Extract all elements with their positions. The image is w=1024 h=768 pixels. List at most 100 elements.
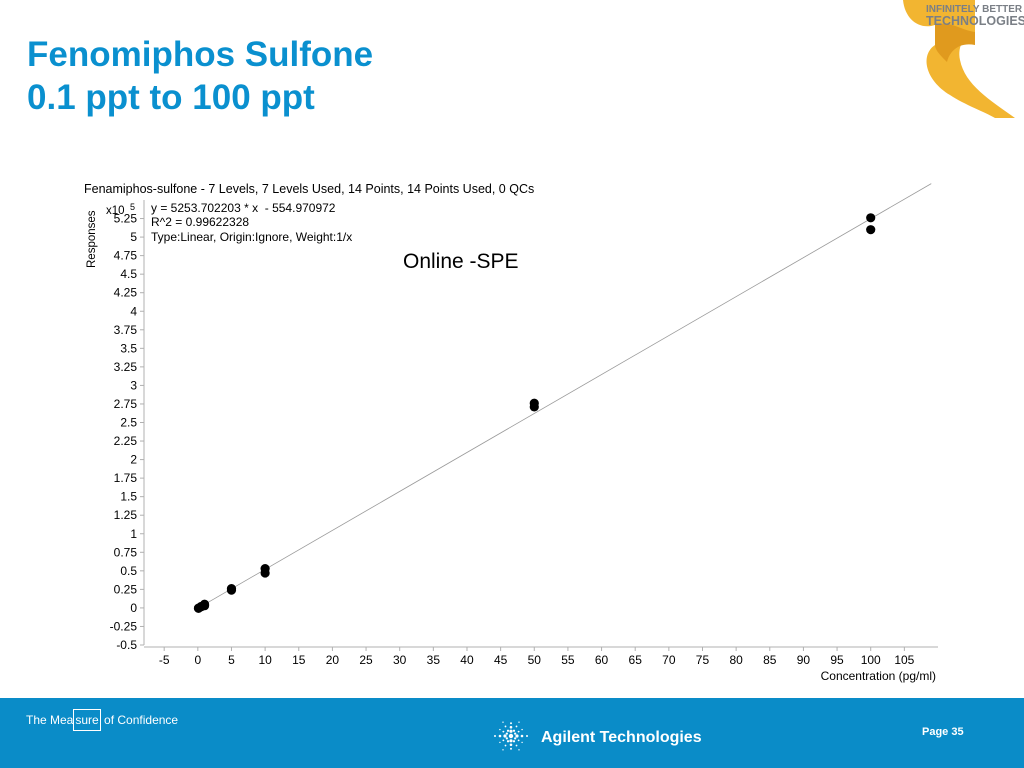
y-tick-label: 2.75 bbox=[114, 397, 138, 411]
y-tick-label: 3.75 bbox=[114, 323, 138, 337]
x-tick-label: 25 bbox=[359, 653, 373, 667]
x-tick-label: 60 bbox=[595, 653, 609, 667]
tagline-boxed-word: sure bbox=[73, 709, 101, 731]
y-tick-label: 4.5 bbox=[120, 267, 137, 281]
spark-dot bbox=[510, 747, 512, 750]
y-tick-label: 1.75 bbox=[114, 471, 138, 485]
y-tick-label: -0.25 bbox=[110, 619, 138, 633]
y-tick-label: 0.5 bbox=[120, 564, 137, 578]
x-tick-label: 70 bbox=[662, 653, 676, 667]
footer-bar: The Mea sure of Confidence Agilent Techno… bbox=[0, 698, 1024, 768]
tagline-part-2: of Confidence bbox=[100, 713, 179, 727]
spark-dot bbox=[526, 735, 528, 737]
spark-dot bbox=[517, 739, 520, 742]
x-tick-label: 90 bbox=[797, 653, 811, 667]
data-points-group bbox=[193, 213, 876, 613]
footer-tagline: The Mea sure of Confidence bbox=[26, 709, 179, 731]
y-multiplier: x10 bbox=[106, 205, 125, 217]
x-tick-label: 50 bbox=[528, 653, 542, 667]
spark-dot bbox=[509, 739, 513, 743]
spark-dot bbox=[512, 740, 516, 743]
annotation-online-spe: Online -SPE bbox=[403, 250, 519, 273]
x-tick-label: 100 bbox=[861, 653, 881, 667]
page-number: Page 35 bbox=[922, 726, 964, 738]
fit-line-group bbox=[197, 183, 932, 609]
y-tick-label: 5.25 bbox=[114, 212, 138, 226]
x-tick-label: 10 bbox=[258, 653, 272, 667]
spark-dot bbox=[515, 734, 519, 738]
brand-line-1: INFINITELY BETTER bbox=[926, 4, 1023, 15]
spark-dot bbox=[506, 729, 510, 732]
brand-line-2: TECHNOLOGIES bbox=[926, 14, 1024, 28]
spark-dot bbox=[520, 734, 524, 738]
x-tick-label: 95 bbox=[830, 653, 844, 667]
x-tick-label: 85 bbox=[763, 653, 777, 667]
company-name: Agilent Technologies bbox=[541, 729, 702, 746]
y-tick-label: 1.25 bbox=[114, 508, 138, 522]
title-line-2: 0.1 ppt to 100 ppt bbox=[27, 77, 315, 117]
chart-axes: -0.5 -0.25 0 0.25 0.5 0.75 1 1.25 1.5 1.75 2 2.25 2.… bbox=[110, 200, 938, 667]
y-tick-label: 2.25 bbox=[114, 434, 138, 448]
x-tick-label: 65 bbox=[629, 653, 643, 667]
spark-dot bbox=[499, 728, 501, 731]
x-tick-label: 15 bbox=[292, 653, 306, 667]
spark-dot bbox=[515, 725, 518, 728]
data-point bbox=[226, 584, 237, 594]
fit-equation: y = 5253.702203 * x - 554.970972 bbox=[151, 201, 336, 215]
spark-dot bbox=[514, 737, 517, 740]
x-tick-label: 75 bbox=[696, 653, 710, 667]
x-tick-label: 55 bbox=[561, 653, 575, 667]
spark-dot bbox=[498, 734, 502, 738]
tagline-part-1: The Mea bbox=[26, 713, 74, 727]
y-tick-label: 1.5 bbox=[120, 490, 137, 504]
x-tick-label: 5 bbox=[228, 653, 235, 667]
y-tick-label: 2.5 bbox=[120, 416, 137, 430]
spark-dot bbox=[510, 722, 512, 725]
y-tick-label: 3.5 bbox=[120, 341, 137, 355]
spark-dot bbox=[494, 735, 496, 737]
y-axis-label: Responses bbox=[86, 210, 98, 268]
y-tick-label: 4.75 bbox=[114, 249, 138, 263]
spark-dot bbox=[504, 744, 507, 747]
title-line-1: Fenomiphos Sulfone bbox=[27, 35, 374, 74]
fit-info: Type:Linear, Origin:Ignore, Weight:1/x bbox=[151, 230, 352, 244]
spark-dot bbox=[503, 734, 507, 738]
agilent-spark-icon bbox=[494, 721, 528, 751]
data-point bbox=[260, 564, 270, 574]
spark-dot bbox=[499, 741, 501, 744]
spark-dot bbox=[518, 749, 520, 751]
data-point bbox=[866, 225, 876, 235]
y-tick-label: 0.25 bbox=[114, 582, 138, 596]
x-tick-label: 30 bbox=[393, 653, 407, 667]
spark-dot bbox=[502, 730, 505, 733]
ribbon-logo-icon bbox=[903, 0, 1015, 118]
brand-tagline: INFINITELY BETTER TECHNOLOGIES bbox=[926, 4, 1024, 28]
spark-dot bbox=[509, 729, 513, 733]
x-tick-label: 105 bbox=[894, 653, 914, 667]
spark-dot bbox=[506, 740, 510, 743]
y-tick-label: 4 bbox=[130, 304, 137, 318]
spark-dot bbox=[521, 728, 523, 731]
y-tick-label: -0.5 bbox=[116, 638, 137, 652]
spark-dot bbox=[502, 721, 504, 723]
data-point bbox=[529, 398, 539, 408]
y-tick-label: 1 bbox=[130, 527, 137, 541]
spark-dot bbox=[509, 743, 513, 747]
spark-dot bbox=[502, 749, 504, 751]
y-tick-label: 0 bbox=[130, 601, 137, 615]
x-tick-label: 40 bbox=[460, 653, 474, 667]
spark-dot bbox=[509, 725, 513, 729]
x-tick-label: -5 bbox=[159, 653, 170, 667]
slide-title: Fenomiphos Sulfone 0.1 ppt to 100 ppt bbox=[27, 34, 373, 119]
spark-dot bbox=[505, 737, 508, 740]
spark-dot bbox=[517, 730, 520, 733]
y-tick-label: 2 bbox=[130, 453, 137, 467]
spark-dot bbox=[521, 741, 523, 744]
x-tick-label: 35 bbox=[427, 653, 441, 667]
spark-dot bbox=[505, 732, 508, 735]
r-squared: R^2 = 0.99622328 bbox=[151, 215, 249, 229]
spark-dot bbox=[504, 725, 507, 728]
y-tick-label: 3 bbox=[130, 378, 137, 392]
x-tick-label: 80 bbox=[729, 653, 743, 667]
data-point bbox=[866, 213, 876, 223]
